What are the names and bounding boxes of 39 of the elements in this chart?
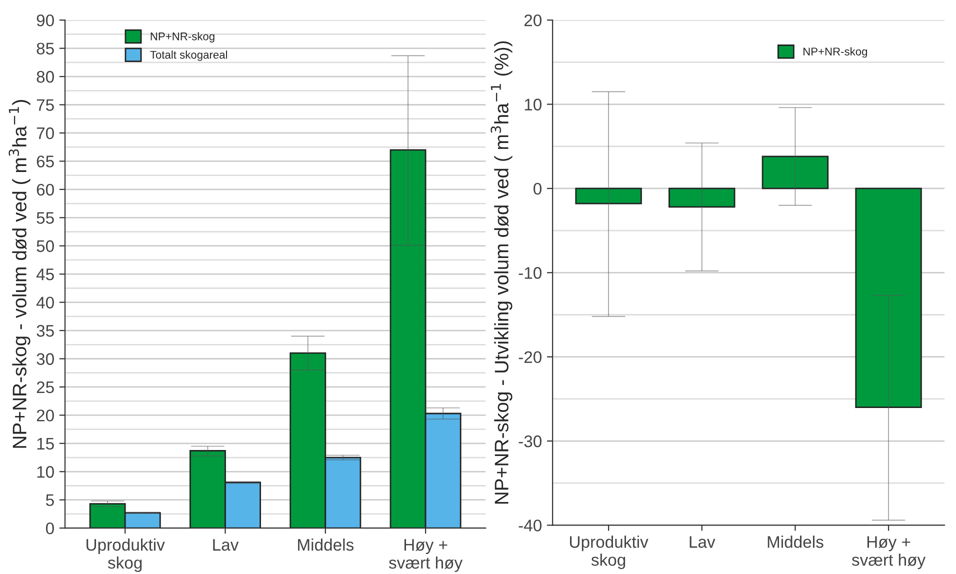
y-tick-label: 40 [36, 296, 54, 309]
y-tick-label: 20 [36, 410, 54, 422]
y-axis-title: NP+NR-skog - Utvikling volum død ved ( m$^{3}$ha$^{−1}$ (%)) [490, 41, 512, 504]
y-tick-label: 35 [36, 324, 54, 337]
y-tick-label: 65 [36, 156, 54, 168]
x-tick-label: Lav [213, 539, 239, 551]
y-tick-label: -10 [518, 267, 542, 279]
x-tick-label: Høy + svært høy [388, 539, 463, 572]
y-tick-label: 0 [46, 522, 54, 534]
y-tick-label: -20 [518, 351, 542, 364]
x-tick-label: Middels [768, 536, 824, 548]
x-tick-label: Uproduktiv skog [570, 536, 648, 570]
y-tick-label: -40 [518, 520, 542, 532]
y-tick-label: 10 [37, 466, 54, 478]
x-tick-label: Høy + svært høy [852, 536, 926, 570]
y-tick-label: 80 [36, 70, 54, 83]
y-tick-label: 5 [46, 494, 54, 506]
legend-label: Totalt skogareal [150, 50, 228, 61]
y-tick-label: 55 [36, 212, 54, 224]
y-axis-title: NP+NR-skog - volum død ved ( m$^{3}$ha$^{−1}$) [8, 100, 30, 448]
x-tick-label: Middels [298, 538, 354, 551]
y-tick-label: 15 [37, 438, 54, 450]
y-tick-label: 10 [524, 98, 542, 110]
y-tick-label: 60 [36, 184, 54, 196]
legend-label: NP+NR-skog [150, 32, 214, 43]
y-tick-label: 30 [36, 353, 54, 365]
y-tick-label: 45 [36, 268, 54, 280]
y-tick-label: 85 [36, 42, 54, 55]
x-tick-label: Lav [690, 536, 716, 548]
y-tick-label: 75 [36, 99, 54, 111]
x-tick-label: Uproduktiv skog [86, 538, 165, 572]
y-tick-label: 50 [36, 240, 54, 252]
y-tick-label: 25 [36, 381, 54, 394]
y-tick-label: 90 [36, 14, 54, 26]
y-tick-label: 20 [524, 14, 542, 26]
y-tick-label: 0 [534, 182, 542, 195]
y-tick-label: 70 [36, 127, 54, 140]
legend-label: NP+NR-skog [804, 47, 868, 58]
y-tick-label: -30 [518, 435, 542, 448]
